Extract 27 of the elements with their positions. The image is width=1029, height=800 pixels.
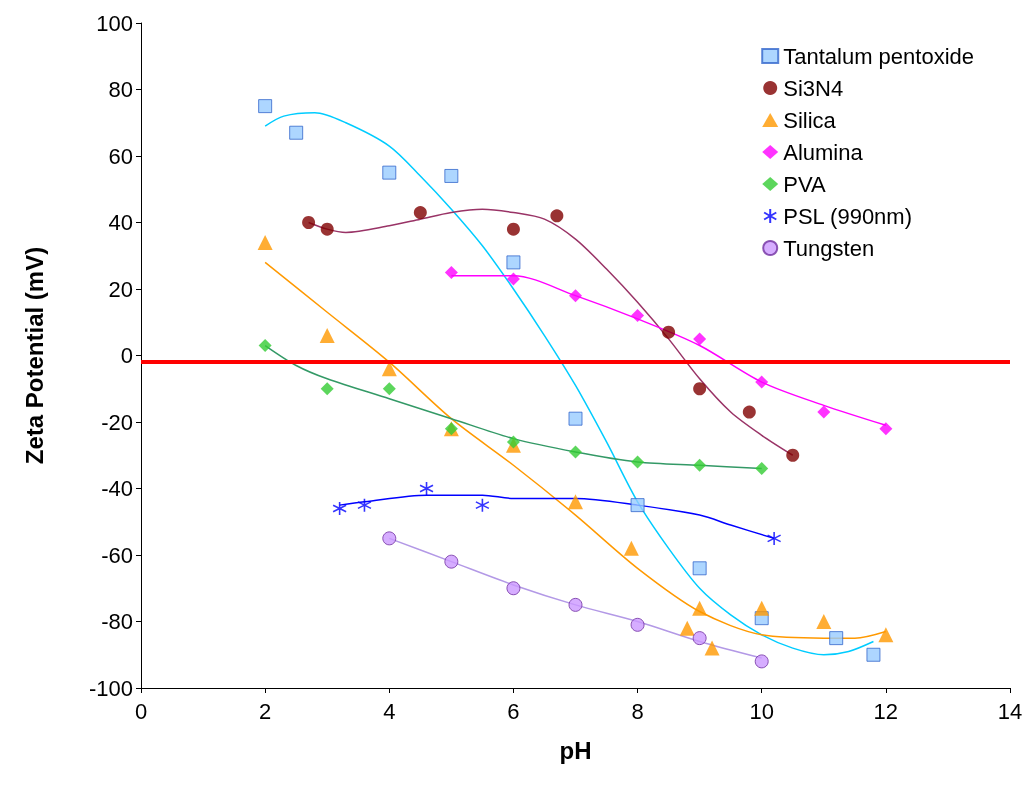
y-tick-label: 100 <box>96 10 133 36</box>
y-tick-label: -100 <box>88 675 133 701</box>
y-axis-title: Zeta Potential (mV) <box>20 246 48 465</box>
x-tick-label: 14 <box>997 698 1023 724</box>
legend-label: PVA <box>783 171 826 197</box>
legend-label: Alumina <box>783 139 864 165</box>
y-tick-label: 0 <box>120 343 133 368</box>
x-tick-label: 8 <box>631 698 644 724</box>
y-tick-label: 20 <box>108 276 133 302</box>
y-tick-label: 60 <box>108 143 133 169</box>
y-tick-label: -40 <box>101 476 133 501</box>
y-tick-label: -60 <box>101 542 133 568</box>
y-tick-label: -20 <box>101 409 133 435</box>
x-tick-label: 10 <box>749 698 774 724</box>
legend-label: Tantalum pentoxide <box>783 43 974 69</box>
legend-label: Si3N4 <box>783 75 844 101</box>
x-tick-label: 4 <box>383 698 396 724</box>
legend-label: PSL (990nm) <box>783 203 913 229</box>
legend-label: Tungsten <box>783 235 875 261</box>
y-tick-label: -80 <box>101 609 133 634</box>
y-tick-label: 40 <box>108 210 133 235</box>
x-tick-label: 2 <box>259 698 272 724</box>
x-tick-label: 6 <box>507 698 520 724</box>
y-tick-label: 80 <box>108 77 133 102</box>
x-axis-title: pH <box>559 736 592 764</box>
legend-label: Silica <box>783 107 837 133</box>
x-tick-label: 12 <box>873 698 899 724</box>
